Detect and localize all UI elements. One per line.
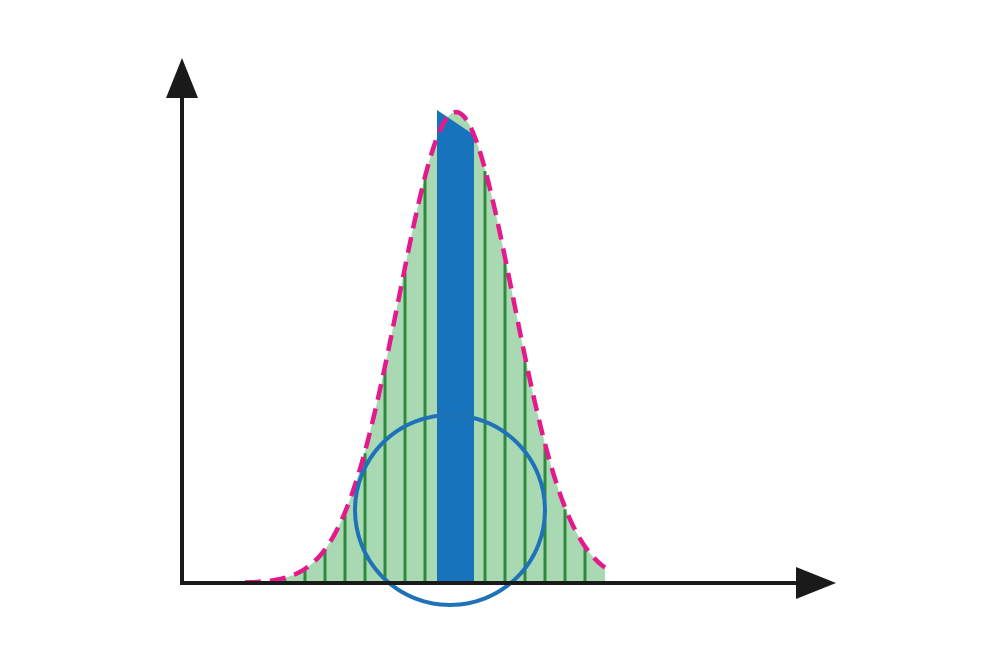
curve-outline — [244, 109, 607, 585]
highlight-strip — [437, 110, 474, 583]
curve-layer — [244, 109, 607, 585]
circle — [353, 413, 547, 607]
y-axis-arrow — [166, 58, 198, 98]
x-axis-arrow — [796, 567, 836, 599]
